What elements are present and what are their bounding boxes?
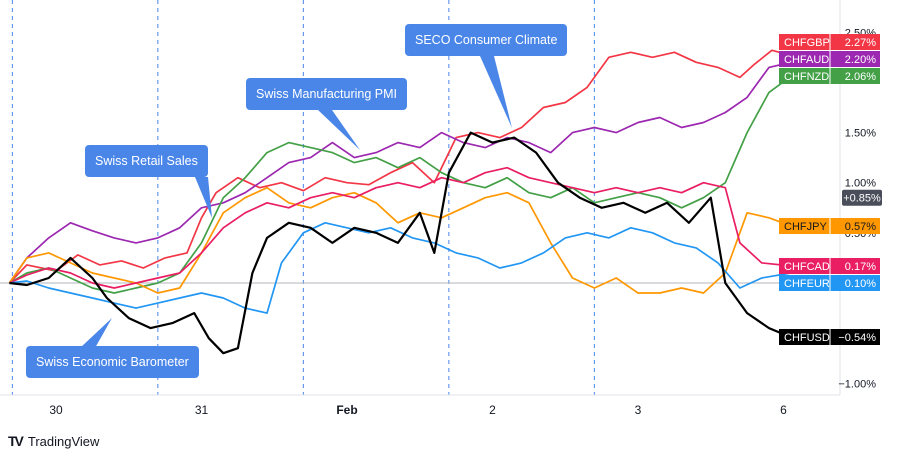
legend-name: CHFJPY xyxy=(784,221,827,233)
x-tick-label: 3 xyxy=(635,403,642,417)
callout-econ-barometer[interactable]: Swiss Economic Barometer xyxy=(26,346,199,378)
legend-item-chfnzd[interactable]: CHFNZD 2.06% xyxy=(779,68,880,84)
callout-seco-climate[interactable]: SECO Consumer Climate xyxy=(405,24,568,56)
callout-manufacturing-pmi[interactable]: Swiss Manufacturing PMI xyxy=(246,78,408,110)
series-line-chfnzd[interactable] xyxy=(8,75,792,294)
legend-value: −0.54% xyxy=(838,332,876,344)
crosshair-badge xyxy=(842,189,882,206)
y-tick-label: −1.00% xyxy=(838,378,876,390)
legend-value: 2.06% xyxy=(845,71,876,83)
series-line-chfeur[interactable] xyxy=(9,221,791,314)
callout-tail-manufacturing-pmi xyxy=(318,110,360,150)
legend-item-chfusd[interactable]: CHFUSD −0.54% xyxy=(779,329,880,345)
legend-value: 2.20% xyxy=(845,54,876,66)
legend: CHFGBP 2.27% CHFAUD 2.20% CHFNZD 2.06% CHFJPY 0… xyxy=(779,34,880,345)
x-tick-label: 30 xyxy=(49,403,63,417)
x-tick-label: 31 xyxy=(195,403,209,417)
callout-tail-seco-climate xyxy=(480,56,512,128)
y-tick-label: 1.00% xyxy=(845,178,876,190)
legend-name: CHFEUR xyxy=(784,278,830,290)
legend-value: 2.27% xyxy=(845,37,876,49)
series-line-chfgbp[interactable] xyxy=(8,49,792,284)
legend-name: CHFUSD xyxy=(784,332,830,344)
y-tick-label: 1.50% xyxy=(845,128,876,140)
legend-item-chfeur[interactable]: CHFEUR 0.10% xyxy=(779,275,880,291)
tradingview-logo-icon: TV xyxy=(8,433,24,449)
x-tick-label: Feb xyxy=(336,403,357,417)
legend-name: CHFNZD xyxy=(784,71,829,83)
x-tick-label: 6 xyxy=(780,403,787,417)
crosshair-label: +0.85% xyxy=(843,193,881,205)
x-axis: 30 31 Feb 2 3 6 xyxy=(49,403,787,417)
callout-pointers xyxy=(80,56,512,348)
event-lines xyxy=(11,0,595,395)
legend-name: CHFGBP xyxy=(784,37,830,49)
brand-label: TradingView xyxy=(27,433,100,449)
legend-name: CHFAUD xyxy=(784,54,829,66)
legend-item-chfjpy[interactable]: CHFJPY 0.57% xyxy=(779,218,880,234)
footer-brand[interactable]: TV TradingView xyxy=(8,433,99,449)
legend-value: 0.17% xyxy=(845,261,876,273)
series-line-chfusd[interactable] xyxy=(9,131,792,355)
legend-item-chfcad[interactable]: CHFCAD 0.17% xyxy=(779,258,880,274)
legend-name: CHFCAD xyxy=(784,261,830,273)
series-lines xyxy=(8,49,792,355)
callout-retail-sales[interactable]: Swiss Retail Sales xyxy=(85,145,208,177)
legend-item-chfaud[interactable]: CHFAUD 2.20% xyxy=(779,51,880,67)
x-tick-label: 2 xyxy=(489,403,496,417)
legend-item-chfgbp[interactable]: CHFGBP 2.27% xyxy=(779,34,880,50)
series-line-chfcad[interactable] xyxy=(9,166,791,289)
legend-value: 0.57% xyxy=(845,221,876,233)
legend-value: 0.10% xyxy=(845,278,876,290)
callout-tail-econ-barometer xyxy=(80,318,112,348)
callout-tail-retail-sales xyxy=(195,177,212,218)
series-line-chfaud[interactable] xyxy=(8,61,791,284)
